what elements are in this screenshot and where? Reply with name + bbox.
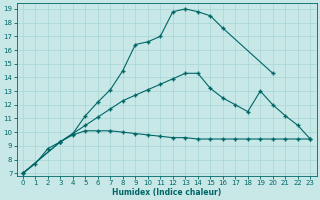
X-axis label: Humidex (Indice chaleur): Humidex (Indice chaleur): [112, 188, 221, 197]
